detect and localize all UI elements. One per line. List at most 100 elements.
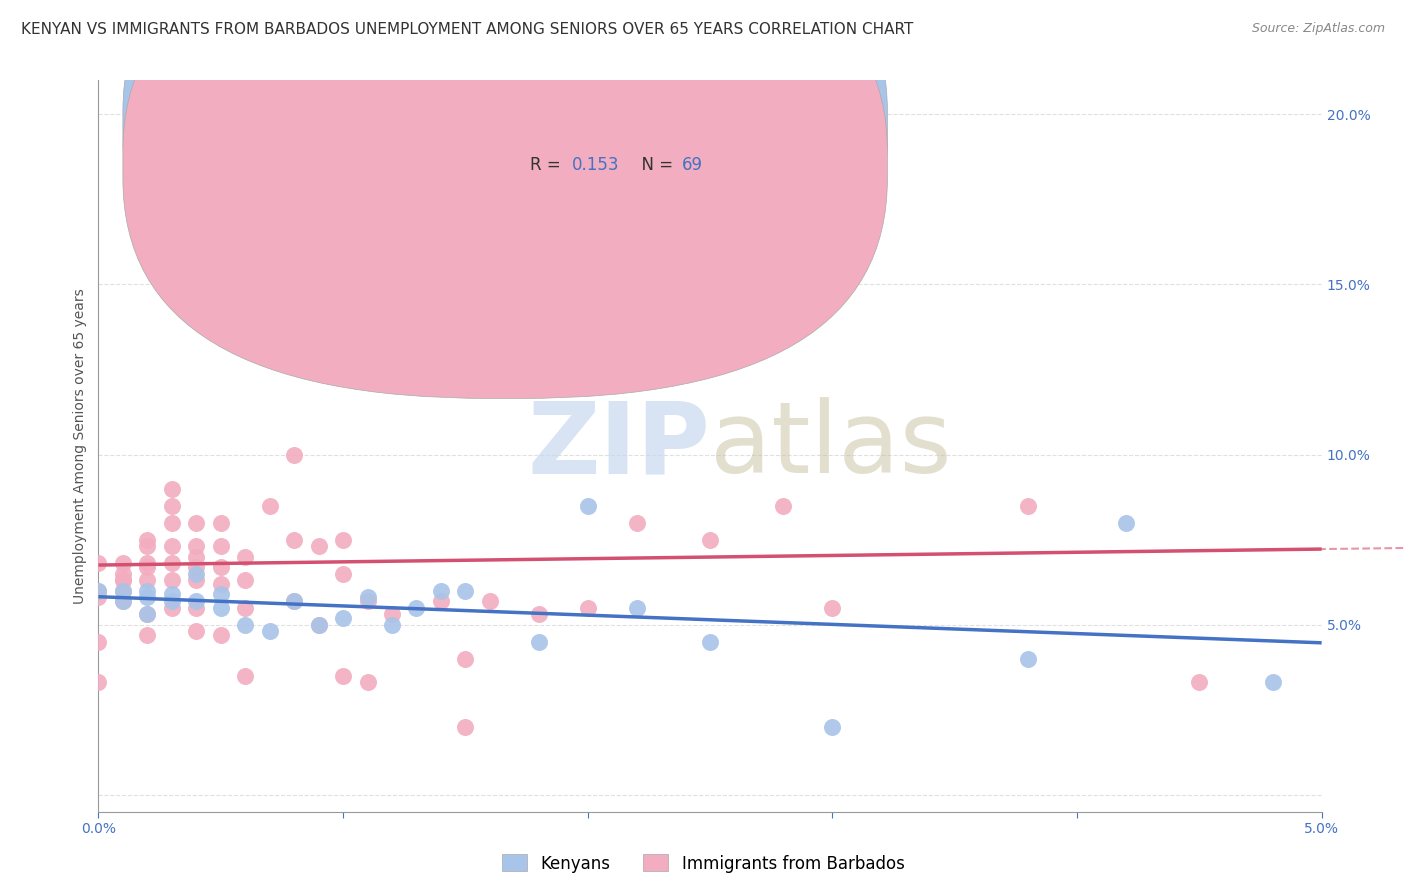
Point (111, 574, 134, 588)
Text: ZIP: ZIP (527, 398, 710, 494)
Point (332, 566, 354, 581)
Legend: Kenyans, Immigrants from Barbados: Kenyans, Immigrants from Barbados (495, 847, 911, 880)
Point (209, 576, 232, 591)
Point (283, 448, 305, 462)
Point (160, 540, 183, 554)
Point (160, 499, 183, 513)
Point (186, 624, 208, 639)
Point (699, 634, 721, 648)
Text: R =: R = (530, 116, 567, 134)
Point (186, 566, 208, 581)
Text: 0.153: 0.153 (572, 156, 619, 174)
Point (233, 668, 256, 682)
Point (209, 600, 232, 615)
Point (160, 482, 183, 496)
Point (699, 533, 721, 547)
Point (1115, 516, 1137, 530)
Point (136, 583, 159, 598)
Point (160, 594, 183, 608)
Point (111, 594, 134, 608)
Point (160, 574, 183, 588)
Point (186, 594, 208, 608)
Point (111, 574, 134, 588)
Point (87, 634, 110, 648)
Point (356, 591, 378, 605)
Point (233, 600, 256, 615)
Point (186, 559, 208, 574)
Point (283, 533, 305, 547)
Text: R =: R = (530, 156, 571, 174)
Point (821, 720, 844, 734)
Point (1261, 675, 1284, 690)
Point (111, 594, 134, 608)
Point (454, 720, 477, 734)
Point (209, 628, 232, 642)
Point (308, 617, 330, 632)
Text: N =: N = (630, 156, 678, 174)
Point (136, 607, 159, 622)
Point (136, 628, 159, 642)
Point (1017, 651, 1039, 665)
Point (332, 533, 354, 547)
Point (381, 607, 404, 622)
Point (283, 594, 305, 608)
Point (430, 583, 453, 598)
Point (454, 583, 477, 598)
Point (111, 583, 134, 598)
Point (136, 557, 159, 571)
Point (478, 594, 501, 608)
Point (136, 540, 159, 554)
Point (87, 583, 110, 598)
Point (405, 600, 427, 615)
Point (233, 549, 256, 564)
Point (186, 600, 208, 615)
Point (626, 600, 648, 615)
Point (356, 594, 378, 608)
Point (527, 634, 550, 648)
Text: -0.057: -0.057 (572, 116, 624, 134)
Point (576, 499, 599, 513)
Point (233, 574, 256, 588)
Text: KENYAN VS IMMIGRANTS FROM BARBADOS UNEMPLOYMENT AMONG SENIORS OVER 65 YEARS CORR: KENYAN VS IMMIGRANTS FROM BARBADOS UNEMP… (21, 22, 914, 37)
Point (136, 591, 159, 605)
FancyBboxPatch shape (478, 99, 778, 197)
Point (136, 607, 159, 622)
Point (87, 557, 110, 571)
Point (233, 617, 256, 632)
Point (209, 516, 232, 530)
Point (160, 557, 183, 571)
Point (576, 277, 599, 292)
Point (626, 516, 648, 530)
FancyBboxPatch shape (122, 0, 887, 359)
Point (87, 583, 110, 598)
Point (186, 540, 208, 554)
Text: 26: 26 (682, 116, 703, 134)
Point (332, 668, 354, 682)
Point (87, 591, 110, 605)
Point (259, 260, 281, 275)
Point (209, 559, 232, 574)
Point (1017, 499, 1039, 513)
Point (1188, 675, 1211, 690)
Point (186, 516, 208, 530)
FancyBboxPatch shape (122, 0, 887, 399)
Point (332, 611, 354, 625)
Point (430, 594, 453, 608)
Point (186, 549, 208, 564)
Point (209, 587, 232, 601)
Text: N =: N = (630, 116, 678, 134)
Point (136, 574, 159, 588)
Y-axis label: Unemployment Among Seniors over 65 years: Unemployment Among Seniors over 65 years (73, 288, 87, 604)
Point (87, 675, 110, 690)
Text: Source: ZipAtlas.com: Source: ZipAtlas.com (1251, 22, 1385, 36)
Point (111, 583, 134, 598)
Point (308, 540, 330, 554)
Point (259, 624, 281, 639)
Point (259, 499, 281, 513)
Point (186, 574, 208, 588)
Point (111, 566, 134, 581)
Point (308, 617, 330, 632)
Point (136, 559, 159, 574)
Point (821, 600, 844, 615)
Point (259, 141, 281, 155)
